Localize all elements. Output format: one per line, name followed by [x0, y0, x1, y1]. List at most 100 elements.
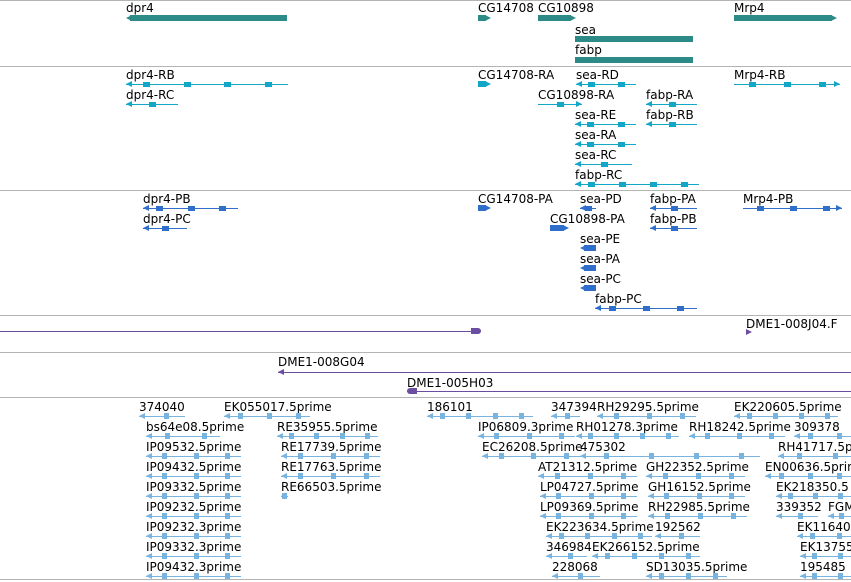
- transcripts-feature-glyph[interactable]: [646, 119, 697, 129]
- clone-span-line[interactable]: [0, 331, 478, 332]
- ests-feature-glyph[interactable]: [146, 551, 241, 561]
- proteins-feature-glyph[interactable]: [580, 243, 596, 253]
- genes-feature-glyph[interactable]: [734, 13, 837, 23]
- exon-block: [585, 206, 592, 211]
- genes-feature-glyph[interactable]: [575, 55, 697, 65]
- ests-feature-glyph[interactable]: [655, 531, 700, 541]
- ests-feature-label: RE35955.5prime: [277, 420, 378, 434]
- ests-feature-glyph[interactable]: [794, 431, 851, 441]
- ests-feature-label: EK11640: [797, 520, 851, 534]
- transcripts-feature-glyph[interactable]: [646, 99, 697, 109]
- transcripts-feature-glyph[interactable]: [126, 79, 288, 89]
- proteins-feature-glyph[interactable]: [143, 203, 238, 213]
- gene-track[interactable]: dpr4 CG14708 CG10898 Mrp4 sea fabp: [0, 0, 851, 66]
- strand-arrow-icon: [278, 369, 284, 375]
- est-block: [737, 433, 742, 439]
- ests-feature-glyph[interactable]: [146, 511, 241, 521]
- ests-feature-glyph[interactable]: [800, 551, 851, 561]
- ests-feature-glyph[interactable]: [646, 571, 727, 579]
- transcripts-feature-glyph[interactable]: [538, 99, 582, 109]
- ests-feature-label: IP09332.3prime: [146, 540, 242, 554]
- est-track[interactable]: 374040 EK055017.5prime 186101 347394 RH29295…: [0, 398, 851, 579]
- ests-feature-glyph[interactable]: [580, 451, 760, 461]
- ests-feature-glyph[interactable]: [797, 531, 851, 541]
- ests-feature-glyph[interactable]: [576, 431, 679, 441]
- strand-arrow-icon: [597, 413, 603, 419]
- ests-feature-glyph[interactable]: [146, 431, 220, 441]
- ests-feature-glyph[interactable]: [277, 431, 378, 441]
- ests-feature-glyph[interactable]: [281, 471, 380, 481]
- transcripts-feature-glyph[interactable]: [575, 159, 632, 169]
- transcript-track[interactable]: dpr4-RB dpr4-RC CG14708-RA sea-RD CG10898-RA…: [0, 67, 851, 190]
- track-separator: [0, 190, 851, 191]
- ests-feature-label: GH16152.5prime: [648, 480, 751, 494]
- ests-feature-glyph[interactable]: [765, 471, 851, 481]
- proteins-feature-glyph[interactable]: [580, 203, 596, 213]
- ests-feature-glyph[interactable]: [281, 451, 380, 461]
- proteins-feature-glyph[interactable]: [650, 223, 697, 233]
- est-block: [296, 413, 301, 419]
- ests-feature-glyph[interactable]: [646, 471, 745, 481]
- strand-arrow-icon: [580, 245, 586, 251]
- ests-feature-glyph[interactable]: [540, 511, 637, 521]
- ests-feature-glyph[interactable]: [139, 411, 185, 421]
- proteins-feature-glyph[interactable]: [743, 203, 842, 213]
- proteins-feature-glyph[interactable]: [650, 203, 697, 213]
- ests-feature-glyph[interactable]: [146, 531, 241, 541]
- ests-feature-glyph[interactable]: [689, 431, 785, 441]
- transcripts-feature-glyph[interactable]: [126, 99, 178, 109]
- ests-feature-glyph[interactable]: [828, 511, 851, 521]
- ests-feature-glyph[interactable]: [146, 571, 241, 579]
- clones-feature-glyph[interactable]: [278, 367, 851, 377]
- ests-feature-glyph[interactable]: [540, 491, 637, 501]
- proteins-feature-glyph[interactable]: [595, 303, 697, 313]
- ests-feature-label: RH29295.5prime: [597, 400, 699, 414]
- ests-feature-glyph[interactable]: [734, 411, 838, 421]
- ests-feature-glyph[interactable]: [546, 531, 652, 541]
- clones-feature-glyph[interactable]: [746, 327, 752, 337]
- genes-feature-glyph[interactable]: [126, 13, 287, 23]
- proteins-feature-glyph[interactable]: [478, 203, 491, 213]
- proteins-feature-glyph[interactable]: [580, 263, 596, 273]
- transcripts-feature-glyph[interactable]: [576, 79, 636, 89]
- transcripts-feature-glyph[interactable]: [478, 79, 491, 89]
- genes-feature-glyph[interactable]: [575, 34, 697, 44]
- ests-feature-glyph[interactable]: [800, 571, 851, 579]
- genes-feature-glyph[interactable]: [538, 13, 576, 23]
- ests-feature-glyph[interactable]: [592, 551, 700, 561]
- protein-track[interactable]: dpr4-PB dpr4-PC CG14708-PA sea-PD fabp-PA CG1…: [0, 191, 851, 315]
- proteins-feature-glyph[interactable]: [550, 223, 569, 233]
- transcripts-feature-glyph[interactable]: [575, 139, 636, 149]
- clone-track[interactable]: DME1-008J04.F DME1-008G04 DME1-005H03: [0, 316, 851, 397]
- ests-feature-glyph[interactable]: [482, 451, 580, 461]
- ests-feature-glyph[interactable]: [281, 491, 288, 501]
- ests-feature-glyph[interactable]: [538, 471, 637, 481]
- ests-feature-glyph[interactable]: [778, 451, 851, 461]
- proteins-feature-glyph[interactable]: [580, 283, 596, 293]
- ests-feature-glyph[interactable]: [648, 491, 745, 501]
- ests-feature-glyph[interactable]: [427, 411, 533, 421]
- genes-feature-glyph[interactable]: [478, 13, 491, 23]
- ests-feature-glyph[interactable]: [224, 411, 310, 421]
- transcripts-feature-glyph[interactable]: [575, 119, 636, 129]
- transcripts-feature-glyph[interactable]: [575, 179, 699, 189]
- transcripts-feature-glyph[interactable]: [734, 79, 840, 89]
- strand-arrow-icon: [478, 433, 484, 439]
- clones-feature-glyph[interactable]: [407, 386, 851, 396]
- est-line: [546, 536, 652, 537]
- strand-arrow-icon: [836, 205, 842, 211]
- ests-feature-glyph[interactable]: [146, 491, 241, 501]
- ests-feature-glyph[interactable]: [478, 431, 575, 441]
- ests-feature-glyph[interactable]: [597, 411, 696, 421]
- ests-feature-glyph[interactable]: [146, 451, 241, 461]
- ests-feature-glyph[interactable]: [552, 571, 600, 579]
- ests-feature-glyph[interactable]: [776, 511, 818, 521]
- proteins-feature-glyph[interactable]: [143, 223, 187, 233]
- ests-feature-glyph[interactable]: [776, 491, 851, 501]
- ests-feature-glyph[interactable]: [546, 551, 587, 561]
- ests-feature-glyph[interactable]: [146, 471, 241, 481]
- transcripts-feature-label: sea-RA: [575, 128, 617, 142]
- ests-feature-glyph[interactable]: [551, 411, 580, 421]
- ests-feature-glyph[interactable]: [648, 511, 747, 521]
